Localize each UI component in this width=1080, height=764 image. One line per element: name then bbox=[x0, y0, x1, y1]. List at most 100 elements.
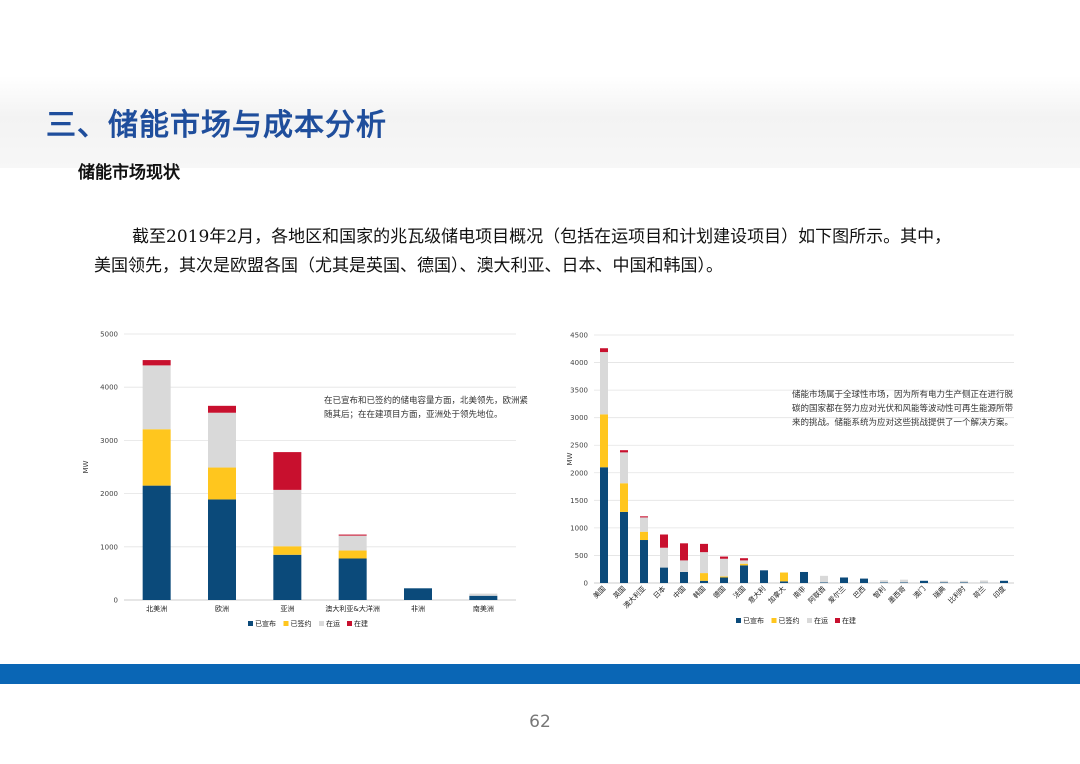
bar-segment bbox=[880, 582, 888, 583]
page-title: 三、储能市场与成本分析 bbox=[46, 108, 387, 143]
category-label: 中国 bbox=[671, 584, 687, 600]
legend-label: 已宣布 bbox=[255, 619, 276, 628]
bar-segment bbox=[640, 517, 648, 532]
category-label: 比利时 bbox=[946, 584, 967, 605]
bar-segment bbox=[273, 554, 302, 600]
legend-label: 在运 bbox=[326, 619, 340, 628]
bar-segment bbox=[620, 511, 628, 583]
bar-segment bbox=[338, 558, 367, 600]
bar-segment bbox=[208, 412, 236, 468]
bar-segment bbox=[469, 595, 498, 600]
bar-segment bbox=[880, 580, 888, 583]
bar-segment bbox=[820, 582, 828, 583]
bar-segment bbox=[940, 580, 948, 583]
bar-segment bbox=[273, 452, 302, 490]
bar-segment bbox=[620, 452, 628, 484]
y-tick-label: 2000 bbox=[100, 490, 118, 498]
bar-segment bbox=[900, 582, 908, 583]
y-tick-label: 2000 bbox=[570, 469, 588, 477]
legend-swatch bbox=[347, 621, 352, 626]
bar-segment bbox=[142, 365, 171, 430]
y-tick-label: 1000 bbox=[570, 524, 588, 532]
bar-segment bbox=[680, 543, 688, 561]
bar-segment bbox=[740, 563, 748, 566]
legend-swatch bbox=[283, 621, 289, 626]
category-label: 非洲 bbox=[411, 604, 425, 613]
bar-segment bbox=[338, 535, 367, 551]
y-tick-label: 1000 bbox=[100, 543, 118, 551]
bar-segment bbox=[660, 547, 668, 568]
bar-segment bbox=[740, 560, 748, 564]
footer-band bbox=[0, 664, 1080, 684]
bar-segment bbox=[208, 467, 236, 500]
bar-segment bbox=[920, 580, 928, 583]
bar-segment bbox=[208, 499, 236, 600]
bar-segment bbox=[600, 352, 608, 415]
bar-segment bbox=[780, 572, 788, 582]
bar-segment bbox=[600, 414, 608, 468]
section-subheading: 储能市场现状 bbox=[78, 163, 180, 183]
legend-swatch bbox=[771, 618, 777, 623]
bar-segment bbox=[720, 556, 728, 559]
legend-swatch bbox=[736, 618, 741, 623]
legend-label: 已宣布 bbox=[743, 616, 764, 625]
y-tick-label: 3500 bbox=[570, 387, 588, 395]
bar-segment bbox=[142, 429, 171, 486]
bar-segment bbox=[1000, 580, 1008, 583]
legend-label: 已签约 bbox=[291, 619, 312, 628]
y-tick-label: 1500 bbox=[570, 497, 588, 505]
y-tick-label: 4000 bbox=[570, 359, 588, 367]
legend-swatch bbox=[807, 618, 812, 623]
bar-segment bbox=[680, 560, 688, 572]
bar-segment bbox=[720, 576, 728, 578]
category-label: 加拿大 bbox=[766, 584, 787, 605]
page-number: 62 bbox=[529, 712, 551, 732]
category-label: 美国 bbox=[591, 584, 607, 600]
y-tick-label: 0 bbox=[114, 597, 118, 605]
bar-segment bbox=[820, 575, 828, 583]
bar-segment bbox=[640, 540, 648, 583]
legend-label: 在运 bbox=[814, 616, 828, 625]
bar-segment bbox=[208, 405, 236, 413]
bar-segment bbox=[338, 550, 367, 559]
category-label: 日本 bbox=[651, 584, 667, 600]
bar-segment bbox=[700, 580, 708, 583]
bar-segment bbox=[860, 578, 868, 583]
bar-segment bbox=[980, 580, 988, 583]
bar-segment bbox=[720, 558, 728, 577]
category-label: 意大利 bbox=[746, 584, 767, 605]
legend-swatch bbox=[319, 621, 324, 626]
category-label: 亚洲 bbox=[280, 605, 294, 613]
bar-segment bbox=[404, 588, 432, 600]
category-label: 英国 bbox=[611, 584, 627, 600]
bar-segment bbox=[660, 534, 668, 548]
bar-segment bbox=[600, 348, 608, 353]
category-label: 澳大利亚 bbox=[621, 584, 647, 610]
y-tick-label: 2500 bbox=[570, 442, 588, 450]
bar-segment bbox=[640, 516, 648, 518]
bar-segment bbox=[273, 546, 302, 555]
category-label: 南非 bbox=[791, 584, 807, 600]
left-chart-annotation: 在已宣布和已签约的储电容量方面，北美领先，欧洲紧随其后；在在建项目方面，亚洲处于… bbox=[324, 396, 529, 420]
category-label: 德国 bbox=[711, 584, 727, 600]
bar-segment bbox=[840, 577, 848, 583]
category-label: 澳大利亚&大洋洲 bbox=[325, 604, 379, 613]
y-axis-label: MW bbox=[566, 452, 574, 465]
bar-segment bbox=[760, 570, 768, 583]
category-label: 欧洲 bbox=[215, 604, 229, 613]
bar-segment bbox=[142, 485, 171, 600]
bar-segment bbox=[700, 573, 708, 581]
bar-segment bbox=[740, 565, 748, 583]
category-label: 智利 bbox=[871, 584, 887, 600]
category-label: 阿联酋 bbox=[806, 584, 827, 605]
bar-segment bbox=[800, 571, 808, 583]
bar-segment bbox=[740, 558, 748, 561]
bar-segment bbox=[700, 552, 708, 574]
category-label: 墨西哥 bbox=[887, 585, 908, 606]
bar-segment bbox=[640, 531, 648, 541]
legend-swatch bbox=[248, 621, 253, 626]
category-label: 法国 bbox=[731, 584, 747, 600]
body-paragraph: 截至2019年2月，各地区和国家的兆瓦级储电项目概况（包括在运项目和计划建设项目… bbox=[94, 227, 952, 276]
bar-segment bbox=[960, 580, 968, 583]
bar-segment bbox=[273, 489, 302, 547]
